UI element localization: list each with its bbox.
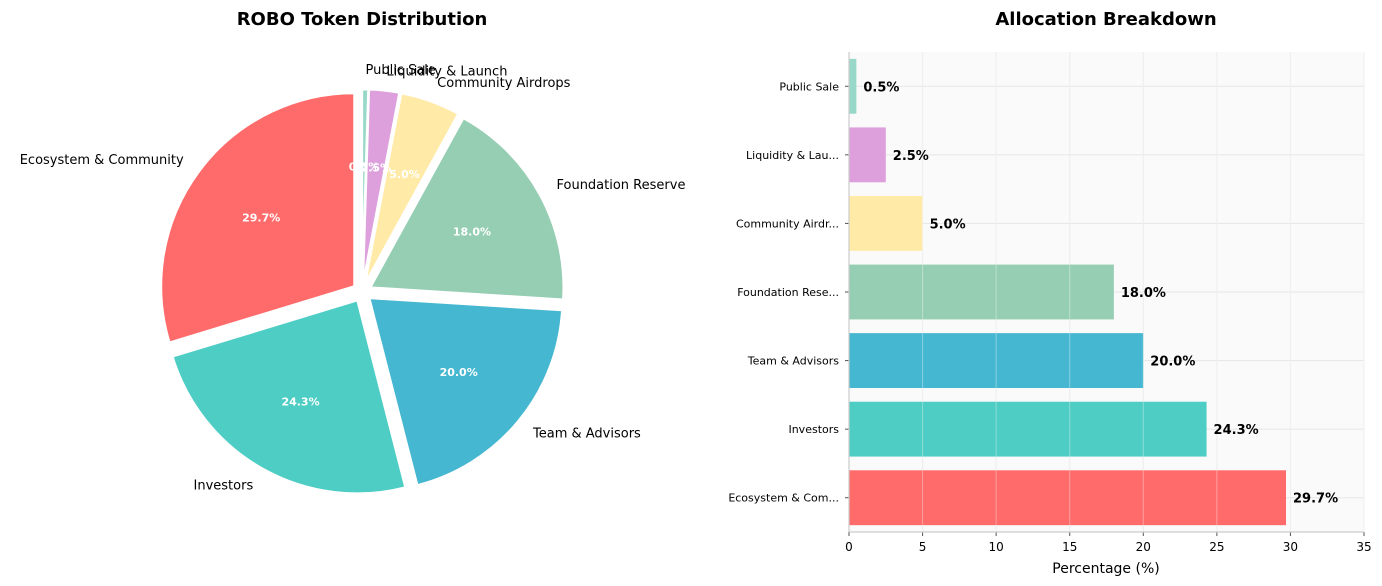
value-label: 2.5% <box>893 149 929 164</box>
pie-percent-label: 18.0% <box>453 226 491 239</box>
x-tick-label: 25 <box>1209 540 1224 554</box>
pie-slice <box>364 92 460 284</box>
bar-title: Allocation Breakdown <box>995 9 1216 30</box>
pie-percent-label: 24.3% <box>281 395 319 408</box>
bars <box>849 58 1287 526</box>
value-label: 0.5% <box>863 80 899 95</box>
bar <box>849 58 857 114</box>
x-tick-label: 35 <box>1356 540 1371 554</box>
pie-category-label: Liquidity & Launch <box>386 64 507 79</box>
category-label: Liquidity & Lau... <box>746 149 839 162</box>
x-tick-label: 30 <box>1283 540 1298 554</box>
pie-percent-labels: 29.7% 24.3% 20.0% 18.0% 5.0%2.5%0.5% <box>242 161 491 409</box>
pie-slice <box>361 88 370 283</box>
pie-percent-label: 20.0% <box>440 366 478 379</box>
value-labels: 29.7% 24.3% 20.0% 18.0% 5.0% 2.5% 0.5% <box>863 80 1338 506</box>
category-label: Community Airdr... <box>736 217 839 230</box>
category-labels: Ecosystem & Com... Investors Team & Adviso… <box>728 80 839 504</box>
x-tick-label: 5 <box>919 540 927 554</box>
x-tick-label: 0 <box>845 540 853 554</box>
pie-category-label: Ecosystem & Community <box>20 153 184 168</box>
category-label: Public Sale <box>779 80 839 93</box>
pie-slice <box>368 297 564 487</box>
x-tick-label: 20 <box>1136 540 1151 554</box>
pie-category-label: Community Airdrops <box>437 76 571 91</box>
pie-slices <box>160 88 565 495</box>
category-label: Foundation Rese... <box>737 286 839 299</box>
value-label: 18.0% <box>1121 286 1166 301</box>
value-label: 29.7% <box>1293 492 1338 507</box>
bar <box>849 333 1144 388</box>
pie-slice <box>368 116 565 301</box>
pie-slice <box>160 92 356 344</box>
x-tick-labels: 0 5 10 15 20 25 30 35 <box>845 540 1371 554</box>
pie-category-labels: Ecosystem & Community Investors Team & Adv… <box>20 63 686 493</box>
bar-chart: Allocation Breakdown Ecosystem & Com... I… <box>728 9 1371 577</box>
pie-percent-label: 0.5% <box>349 161 380 174</box>
bar <box>849 470 1287 526</box>
category-label: Investors <box>788 423 839 436</box>
x-tick-label: 15 <box>1062 540 1077 554</box>
bar <box>849 264 1114 320</box>
category-label: Ecosystem & Com... <box>728 492 839 505</box>
value-label: 20.0% <box>1150 355 1195 370</box>
pie-title: ROBO Token Distribution <box>237 9 488 30</box>
category-label: Team & Advisors <box>747 355 840 368</box>
pie-category-label: Foundation Reserve <box>556 178 685 193</box>
pie-category-label: Investors <box>194 478 254 493</box>
bar <box>849 196 923 251</box>
pie-percent-label: 2.5% <box>361 161 392 174</box>
pie-category-label: Team & Advisors <box>532 426 641 441</box>
x-axis-label: Percentage (%) <box>1052 561 1159 577</box>
value-label: 5.0% <box>930 217 966 232</box>
x-tick-label: 10 <box>989 540 1004 554</box>
pie-percent-label: 5.0% <box>389 168 420 181</box>
value-label: 24.3% <box>1214 423 1259 438</box>
pie-percent-label: 29.7% <box>242 211 280 224</box>
axes <box>845 52 1365 536</box>
bar <box>849 127 886 183</box>
pie-chart: ROBO Token Distribution 29.7% 24.3% 20.0% 1… <box>20 9 686 495</box>
bar <box>849 401 1207 457</box>
pie-slice <box>171 299 407 495</box>
pie-category-label: Public Sale <box>365 63 435 78</box>
